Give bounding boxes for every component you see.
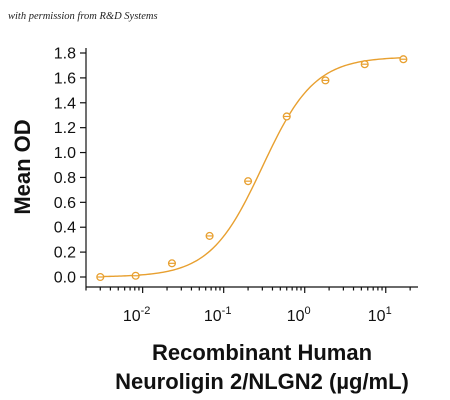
axes	[85, 48, 418, 288]
y-tick-label: 1.0	[54, 145, 76, 162]
data-points	[96, 55, 408, 282]
y-tick-label: 1.4	[54, 95, 76, 112]
y-tick-label: 1.6	[54, 70, 76, 87]
caption-text: with permission from R&D Systems	[8, 11, 158, 22]
data-point	[96, 272, 105, 282]
y-axis-label: Mean OD	[10, 119, 35, 214]
x-axis-label-line2: Neuroligin 2/NLGN2 (µg/mL)	[115, 369, 409, 394]
y-tick-label: 1.2	[54, 120, 76, 137]
y-tick-label: 0.8	[54, 170, 76, 187]
data-point	[360, 60, 369, 69]
x-axis-label-line1: Recombinant Human	[152, 340, 372, 365]
y-tick-label: 0.6	[54, 195, 76, 212]
data-point	[399, 55, 408, 64]
data-point	[244, 177, 253, 186]
fit-curve-line	[100, 57, 404, 278]
x-tick-label: 10-2	[123, 305, 151, 325]
data-point	[131, 271, 140, 280]
y-tick-label: 0.4	[54, 220, 76, 237]
x-ticks: 10-2 10-1 100 101	[85, 287, 411, 325]
x-tick-label: 100	[287, 305, 311, 325]
y-ticks: 0.0 0.2 0.4 0.6 0.8 1.0 1.2 1.4 1.6 1.8	[54, 46, 86, 287]
x-tick-label: 101	[368, 305, 392, 325]
data-point	[321, 76, 330, 85]
y-tick-label: 0.2	[54, 245, 76, 262]
y-tick-label: 1.8	[54, 46, 76, 63]
x-tick-label: 10-1	[204, 305, 232, 325]
data-point	[205, 231, 214, 240]
data-point	[167, 259, 177, 268]
y-tick-label: 0.0	[54, 270, 76, 287]
data-point	[282, 112, 291, 121]
